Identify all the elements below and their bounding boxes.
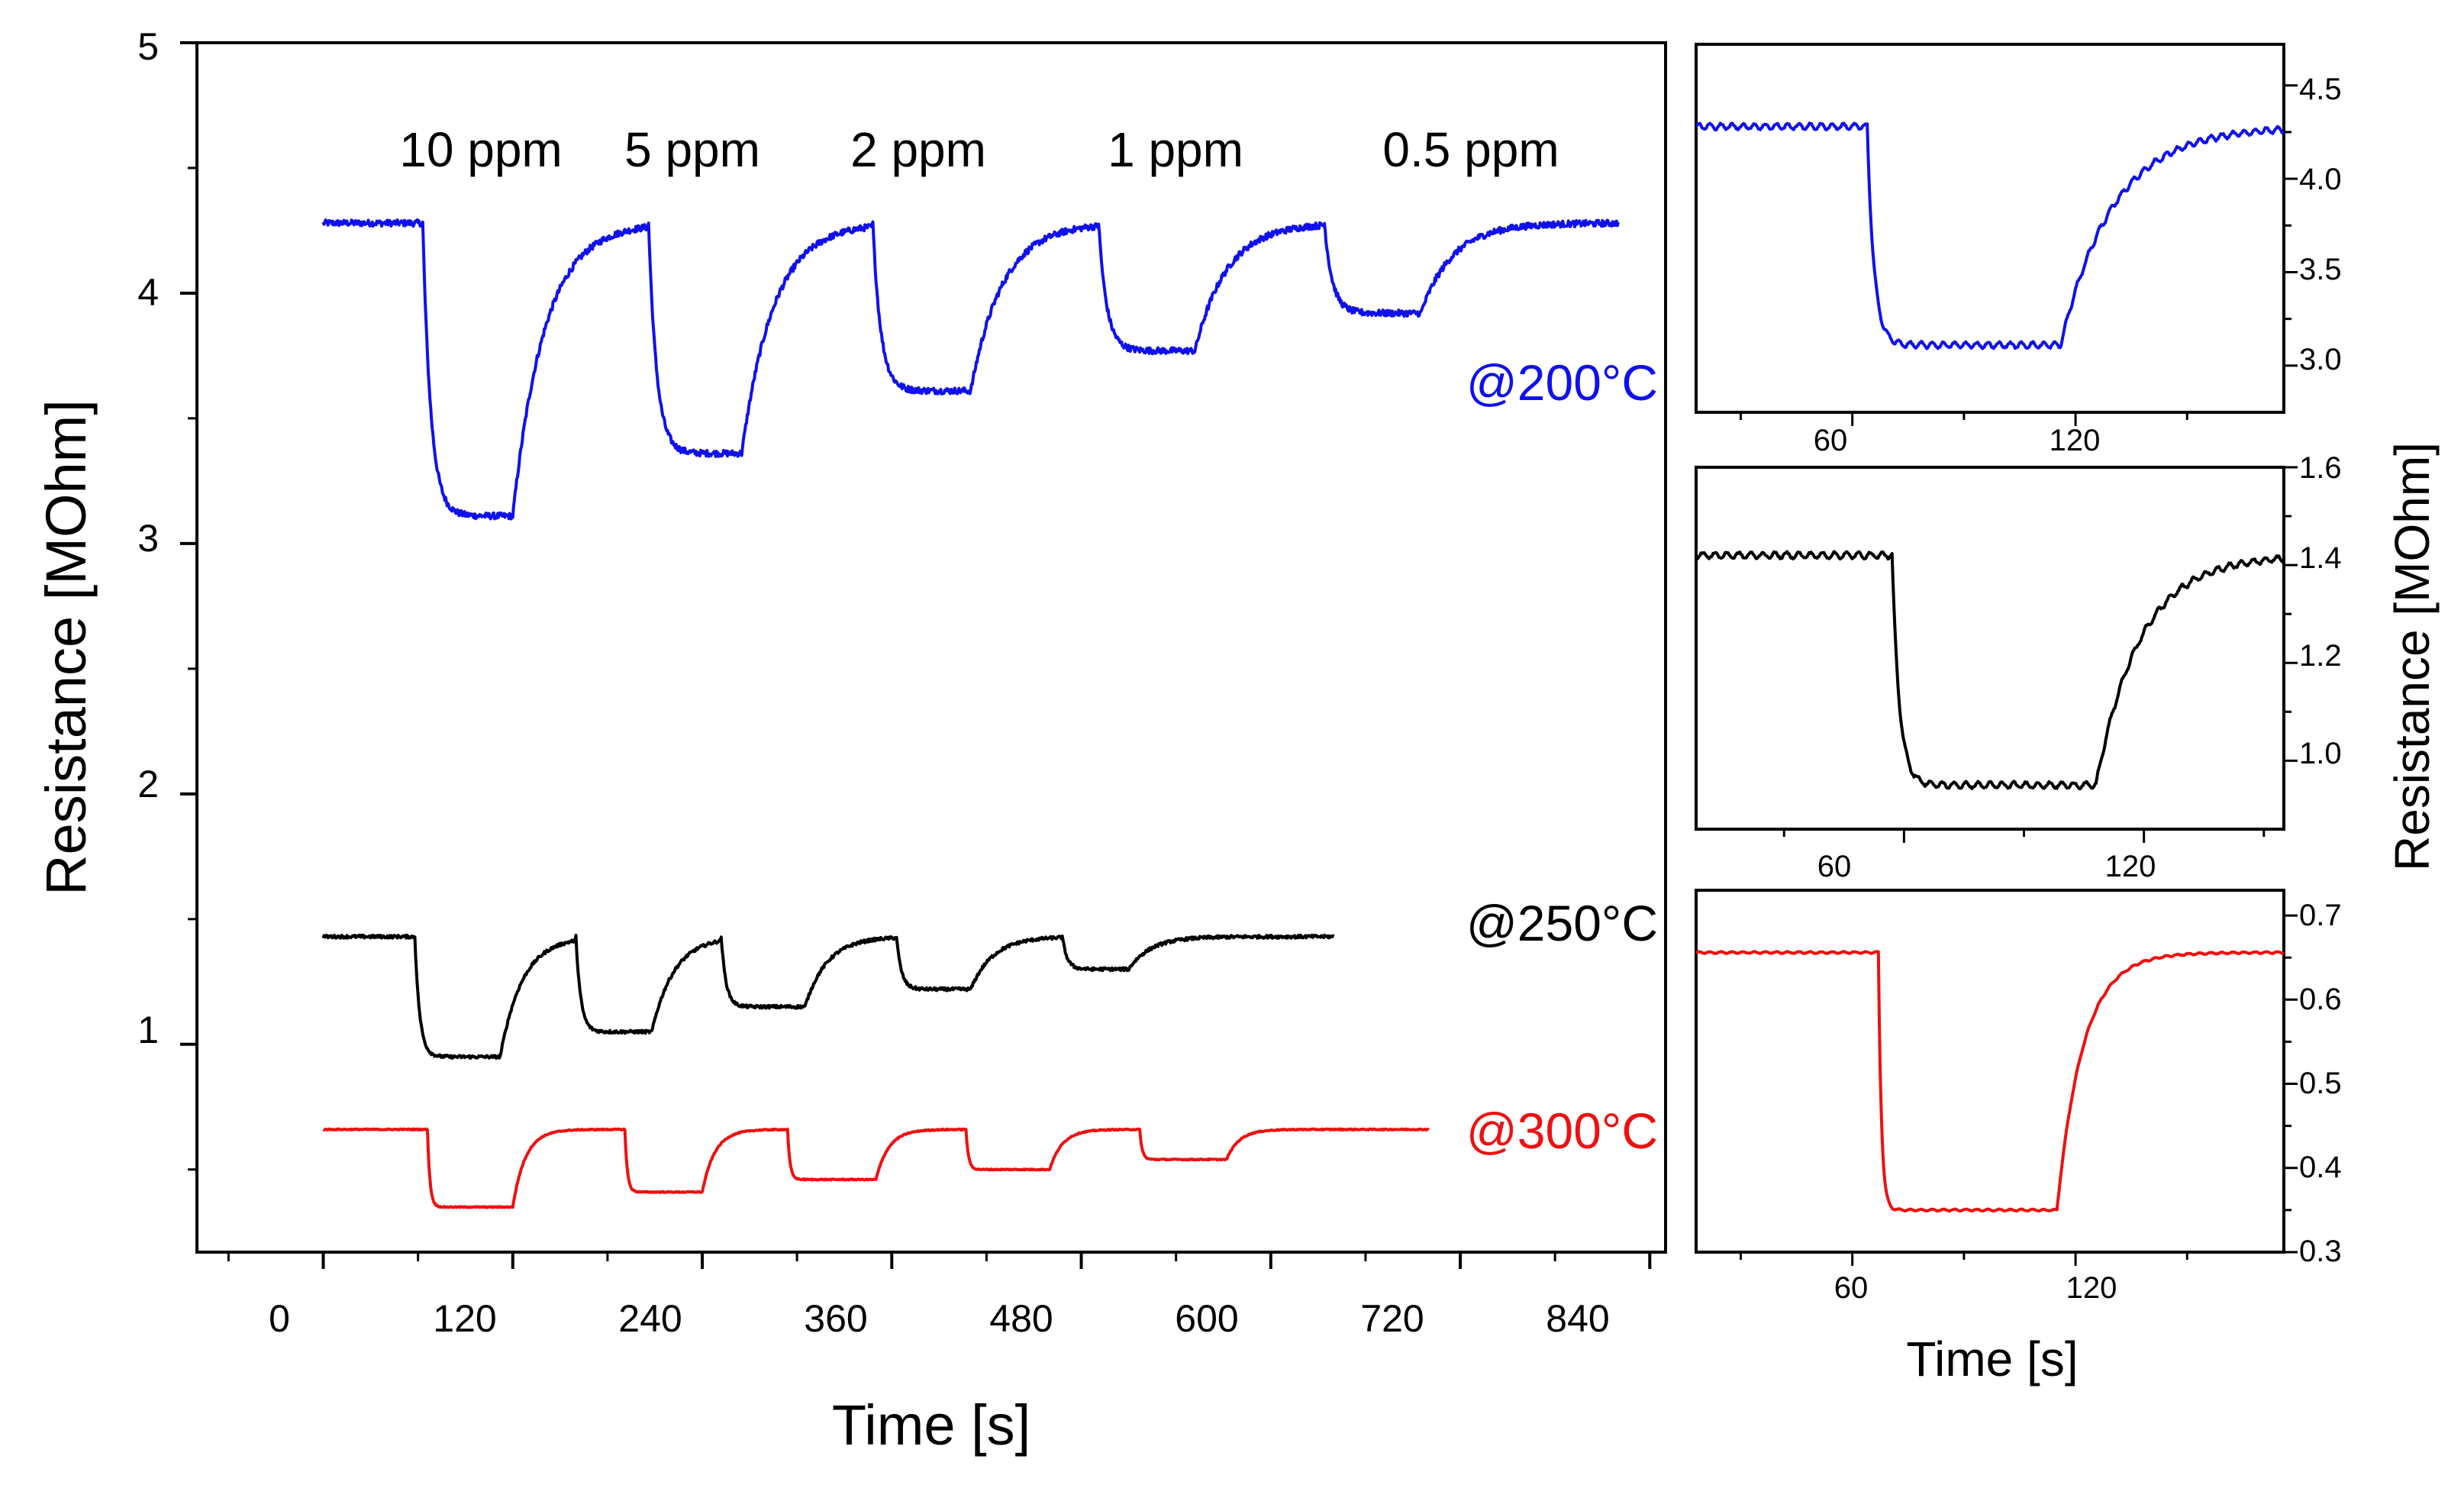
inset-200c-y-tick-label: 4.0 xyxy=(2299,163,2342,196)
main-y-tick-label: 2 xyxy=(137,763,159,805)
inset-300c-y-tick-label: 0.4 xyxy=(2299,1151,2342,1184)
inset-200c-series-line-0 xyxy=(1695,121,2285,350)
main-y-axis-title: Resistance [MOhm] xyxy=(34,399,98,896)
inset-300c-panel: 60 120 0.3 0.4 0.5 0.6 0.7 Time [s] xyxy=(1695,889,2342,1387)
inset-250c-axis-ticks xyxy=(1782,466,2298,843)
inset-250c-x-tick-label: 120 xyxy=(2105,850,2156,883)
concentration-label-1ppm: 1 ppm xyxy=(1108,122,1243,177)
inset-300c-frame xyxy=(1695,889,2285,1254)
inset-200c-frame xyxy=(1695,43,2285,414)
inset-250c-x-tick-label: 60 xyxy=(1817,850,1852,883)
concentration-label-0-5ppm: 0.5 ppm xyxy=(1382,122,1559,177)
inset-300c-y-tick-label: 0.7 xyxy=(2299,899,2342,932)
inset-300c-axis-ticks xyxy=(1739,914,2298,1266)
main-series-line-0 xyxy=(321,218,1620,521)
inset-300c-series-line-0 xyxy=(1695,950,2285,1213)
inset-200c-x-tick-label: 60 xyxy=(1814,424,1848,457)
concentration-label-10ppm: 10 ppm xyxy=(399,122,562,177)
inset-300c-x-tick-label: 120 xyxy=(2066,1271,2117,1305)
inset-y-axis-title: Resistance [MOhm] xyxy=(2385,442,2440,871)
inset-250c-y-tick-label: 1.4 xyxy=(2299,541,2342,575)
inset-250c-panel: 60 120 1.0 1.2 1.4 1.6 xyxy=(1695,451,2342,883)
inset-200c-y-tick-label: 3.0 xyxy=(2299,343,2342,376)
main-x-tick-label: 600 xyxy=(1175,1297,1238,1340)
inset-250c-frame xyxy=(1695,466,2285,831)
main-x-tick-label: 240 xyxy=(618,1297,682,1340)
inset-250c-y-tick-label: 1.2 xyxy=(2299,639,2342,673)
series-label-300c: @300°C xyxy=(1466,1102,1658,1159)
main-x-tick-label: 720 xyxy=(1360,1297,1424,1340)
inset-x-axis-title: Time [s] xyxy=(1906,1332,2078,1387)
series-label-250c: @250°C xyxy=(1466,895,1658,951)
main-x-tick-label: 360 xyxy=(804,1297,867,1340)
main-plot-frame xyxy=(195,41,1667,1254)
inset-300c-y-tick-label: 0.5 xyxy=(2299,1067,2342,1100)
main-x-tick-label: 0 xyxy=(269,1297,290,1340)
concentration-label-5ppm: 5 ppm xyxy=(624,122,760,177)
concentration-label-2ppm: 2 ppm xyxy=(850,122,986,177)
inset-300c-y-tick-label: 0.3 xyxy=(2299,1235,2342,1268)
main-y-tick-label: 1 xyxy=(137,1009,159,1051)
main-x-tick-label: 840 xyxy=(1546,1297,1609,1340)
main-x-tick-label: 480 xyxy=(989,1297,1053,1340)
main-x-axis-title: Time [s] xyxy=(832,1393,1030,1457)
main-series-line-1 xyxy=(321,933,1335,1060)
inset-200c-series-group xyxy=(1695,121,2285,350)
main-y-tick-label: 5 xyxy=(137,25,159,68)
main-series-line-2 xyxy=(322,1127,1430,1209)
inset-300c-y-tick-label: 0.6 xyxy=(2299,983,2342,1016)
inset-200c-x-tick-label: 120 xyxy=(2050,424,2101,457)
inset-250c-series-line-0 xyxy=(1695,550,2285,791)
inset-200c-axis-ticks xyxy=(1739,84,2298,426)
main-plot-panel: 0 120 240 360 480 600 720 840 1 2 3 4 5 … xyxy=(34,25,1667,1457)
inset-300c-series-group xyxy=(1695,950,2285,1213)
inset-250c-series-group xyxy=(1695,550,2285,791)
inset-300c-x-tick-label: 60 xyxy=(1834,1271,1869,1305)
inset-250c-y-tick-label: 1.6 xyxy=(2299,451,2342,485)
main-series-group xyxy=(321,218,1620,1209)
series-label-200c: @200°C xyxy=(1466,354,1658,411)
inset-200c-y-tick-label: 4.5 xyxy=(2299,73,2342,106)
inset-200c-y-tick-label: 3.5 xyxy=(2299,253,2342,286)
main-axis-ticks xyxy=(180,41,1652,1269)
main-y-tick-label: 3 xyxy=(137,517,159,560)
inset-200c-panel: 60 120 3.0 3.5 4.0 4.5 xyxy=(1695,43,2342,457)
main-x-tick-label: 120 xyxy=(433,1297,496,1340)
inset-250c-y-tick-label: 1.0 xyxy=(2299,737,2342,770)
main-y-tick-label: 4 xyxy=(137,271,159,314)
